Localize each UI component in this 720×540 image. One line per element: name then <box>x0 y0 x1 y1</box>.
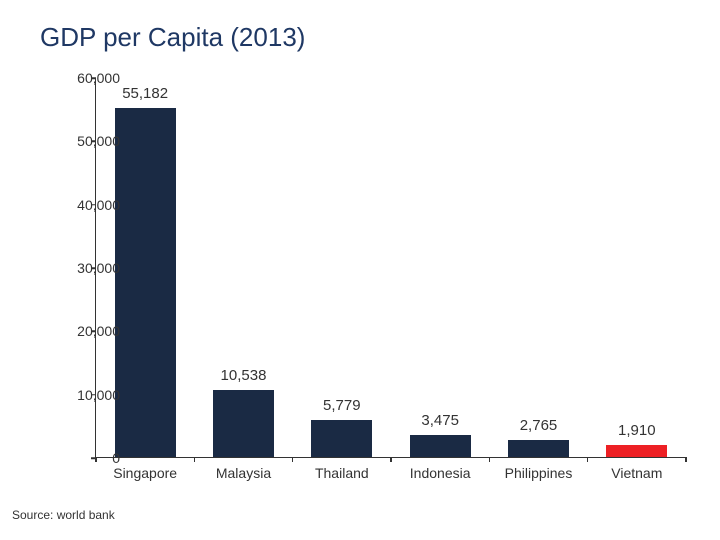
ytick-label: 60,000 <box>60 70 120 86</box>
bar-value-label: 10,538 <box>213 367 274 390</box>
bar-category-label: Vietnam <box>600 457 673 481</box>
bar-category-label: Indonesia <box>404 457 477 481</box>
bar: 1,910Vietnam <box>606 445 667 457</box>
bar: 5,779Thailand <box>311 420 372 457</box>
xtick-mark <box>292 457 294 462</box>
xtick-mark <box>587 457 589 462</box>
bar-value-label: 5,779 <box>311 397 372 420</box>
source-label: Source: world bank <box>12 508 115 522</box>
bar: 2,765Philippines <box>508 440 569 458</box>
plot-region: 55,182Singapore 10,538Malaysia 5,779Thaila… <box>95 78 685 458</box>
xtick-mark <box>685 457 687 462</box>
ytick-label: 0 <box>60 450 120 466</box>
chart-area: 55,182Singapore 10,538Malaysia 5,779Thaila… <box>95 78 685 458</box>
xtick-mark <box>390 457 392 462</box>
ytick-label: 40,000 <box>60 197 120 213</box>
bar-category-label: Malaysia <box>207 457 280 481</box>
ytick-label: 10,000 <box>60 387 120 403</box>
xtick-mark <box>194 457 196 462</box>
bar-value-label: 2,765 <box>508 417 569 440</box>
ytick-label: 50,000 <box>60 133 120 149</box>
chart-title: GDP per Capita (2013) <box>40 22 305 53</box>
bar-value-label: 1,910 <box>606 422 667 445</box>
ytick-label: 30,000 <box>60 260 120 276</box>
bar: 3,475Indonesia <box>410 435 471 457</box>
xtick-mark <box>489 457 491 462</box>
bar: 10,538Malaysia <box>213 390 274 457</box>
bar-category-label: Thailand <box>305 457 378 481</box>
bar-value-label: 3,475 <box>410 412 471 435</box>
bar: 55,182Singapore <box>115 108 176 457</box>
ytick-label: 20,000 <box>60 323 120 339</box>
bar-category-label: Philippines <box>502 457 575 481</box>
bar-value-label: 55,182 <box>115 85 176 108</box>
